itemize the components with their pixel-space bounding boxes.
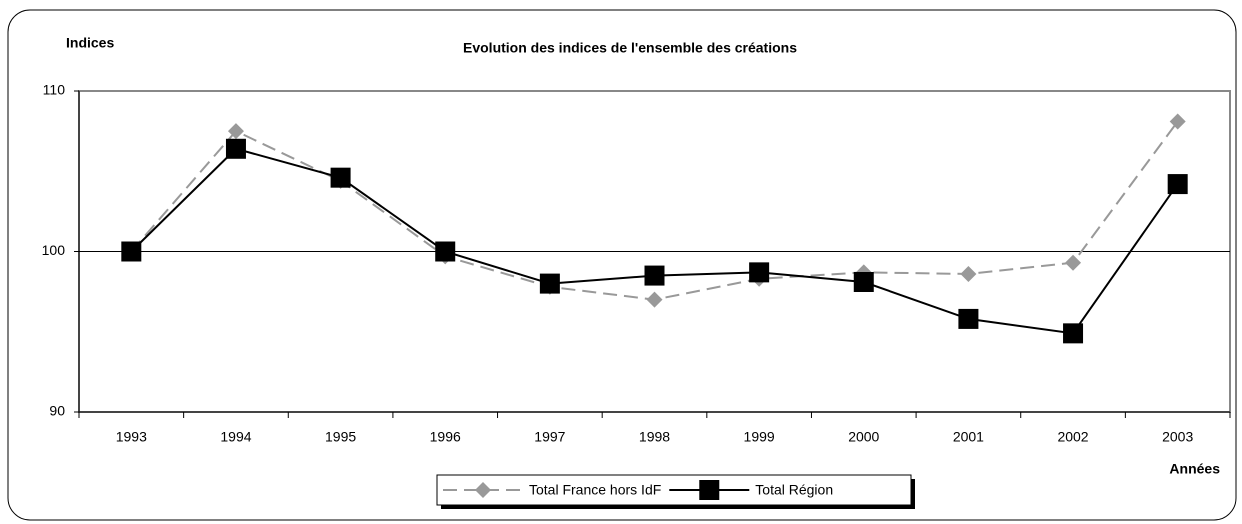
series-marker <box>749 262 770 283</box>
series-marker <box>960 265 977 282</box>
series-marker <box>435 241 456 262</box>
y-tick-label: 90 <box>49 403 65 419</box>
series-marker <box>225 138 246 159</box>
legend-label: Total France hors IdF <box>529 482 661 498</box>
series-marker <box>227 123 244 140</box>
series-marker <box>1169 113 1186 130</box>
legend-marker <box>475 482 491 498</box>
series-marker <box>853 271 874 292</box>
series-marker <box>121 241 142 262</box>
series-marker <box>1065 254 1082 271</box>
series-marker <box>539 273 560 294</box>
x-tick-label: 1995 <box>325 429 356 445</box>
chart-title: Evolution des indices de l'ensemble des … <box>463 40 797 56</box>
x-tick-label: 1996 <box>430 429 461 445</box>
x-tick-label: 1998 <box>639 429 670 445</box>
x-axis-label: Années <box>1169 461 1220 477</box>
x-tick-label: 2001 <box>953 429 984 445</box>
legend-label: Total Région <box>755 482 833 498</box>
x-tick-label: 1994 <box>220 429 251 445</box>
legend-marker <box>699 480 720 500</box>
series-marker <box>330 167 351 188</box>
series-marker <box>958 308 979 329</box>
x-tick-label: 2002 <box>1057 429 1088 445</box>
x-tick-label: 2003 <box>1162 429 1193 445</box>
y-tick-label: 100 <box>42 242 66 258</box>
series-marker <box>644 265 665 286</box>
y-axis-label: Indices <box>66 35 114 51</box>
x-tick-label: 1997 <box>534 429 565 445</box>
y-tick-label: 110 <box>43 82 66 98</box>
x-tick-label: 2000 <box>848 429 879 445</box>
x-tick-label: 1993 <box>116 429 147 445</box>
series-marker <box>1063 323 1084 344</box>
series-marker <box>1167 174 1188 195</box>
series-marker <box>646 291 663 308</box>
x-tick-label: 1999 <box>744 429 775 445</box>
